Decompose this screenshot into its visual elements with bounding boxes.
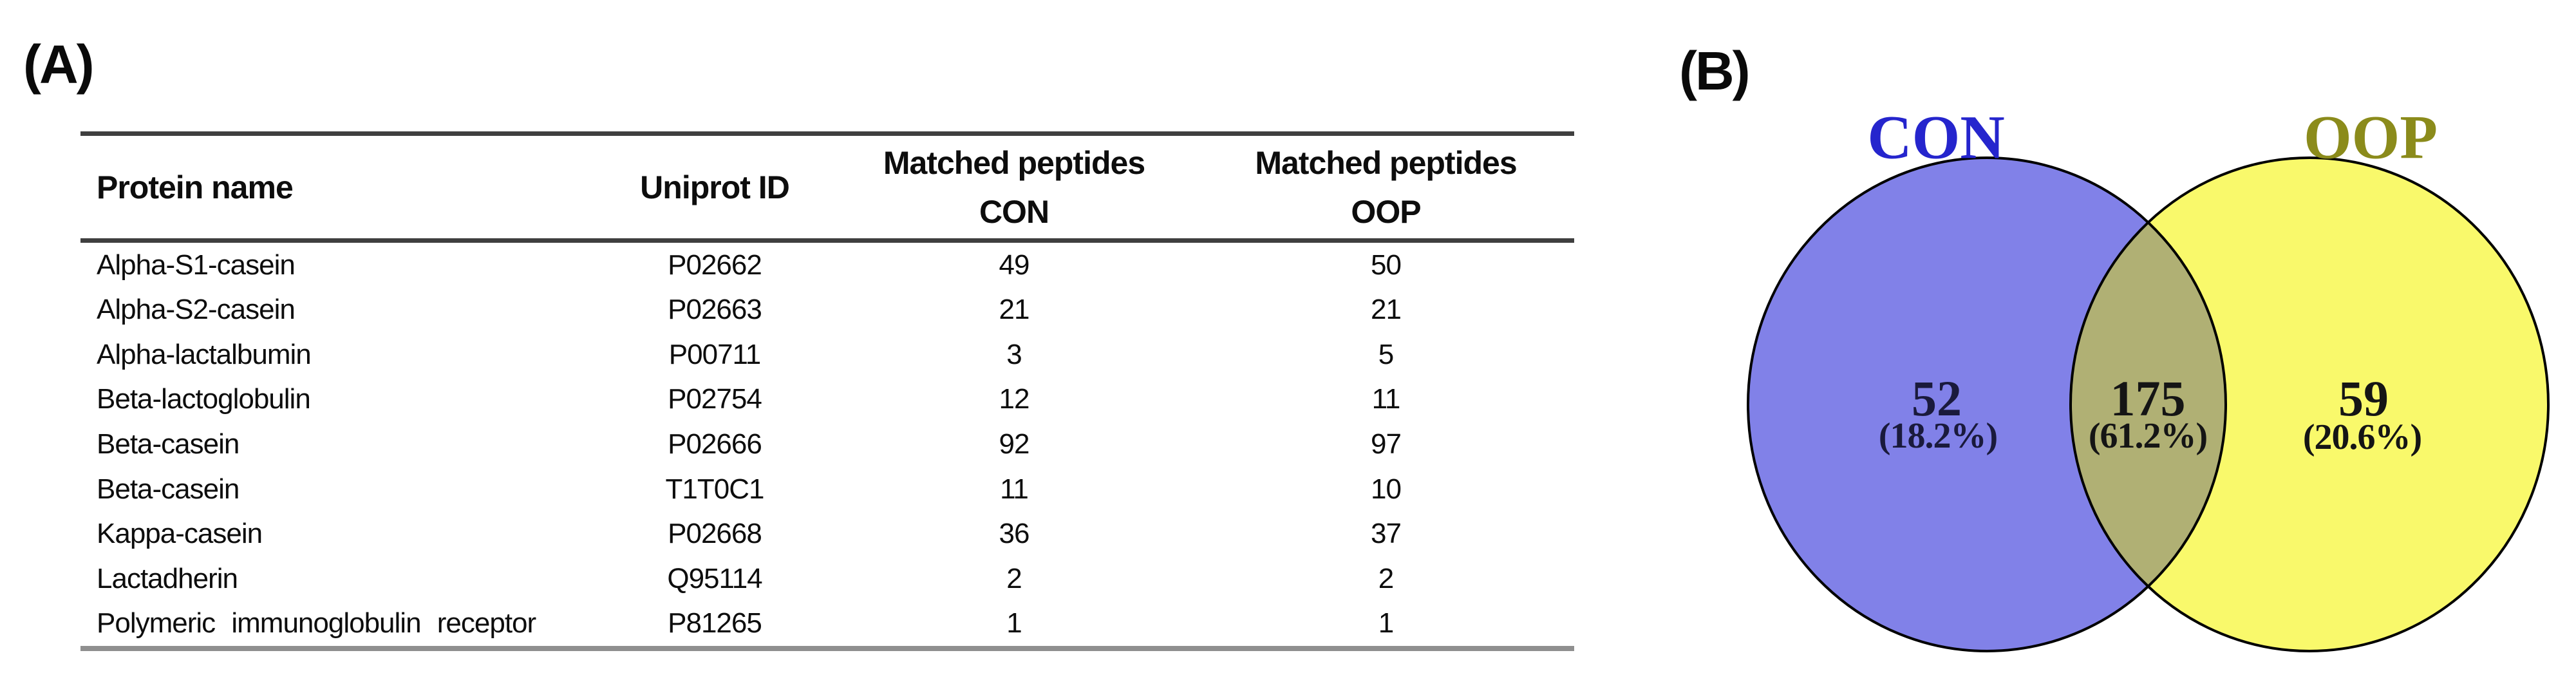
table-row: Polymeric immunoglobulin receptor P81265… (80, 601, 1574, 646)
table-row: Alpha-S2-casein P02663 21 21 (80, 288, 1574, 333)
table-row: Beta-casein P02666 92 97 (80, 422, 1574, 467)
uniprot-id-cell: Q95114 (667, 562, 762, 594)
uniprot-id-cell: T1T0C1 (665, 473, 765, 505)
uniprot-id-cell: P02662 (668, 249, 762, 281)
header-matched-peptides-oop-line1: Matched peptides (1255, 144, 1517, 181)
protein-name-cell: Beta-casein (97, 473, 240, 505)
venn-overlap-percent: (61.2%) (2088, 416, 2208, 456)
protein-name-cell: Lactadherin (97, 562, 238, 594)
table-row: Beta-casein T1T0C1 11 10 (80, 467, 1574, 512)
matched-oop-cell: 10 (1371, 473, 1402, 505)
panel-a-label: (A) (23, 34, 95, 95)
protein-name-cell: Kappa-casein (97, 518, 263, 550)
header-matched-peptides-con-line2: CON (979, 193, 1049, 230)
venn-con-outline (1747, 156, 2227, 652)
uniprot-id-cell: P81265 (668, 607, 762, 639)
header-uniprot-id: Uniprot ID (640, 169, 790, 205)
matched-con-cell: 1 (1006, 607, 1022, 639)
protein-table: Protein name Uniprot ID Matched peptides… (80, 131, 1574, 651)
uniprot-id-cell: P02668 (668, 518, 762, 550)
panel-b-label: (B) (1679, 41, 1751, 101)
matched-oop-cell: 2 (1378, 562, 1394, 594)
table-header-row: Protein name Uniprot ID Matched peptides… (80, 136, 1574, 243)
matched-con-cell: 2 (1006, 562, 1022, 594)
uniprot-id-cell: P02754 (668, 383, 762, 415)
matched-oop-cell: 37 (1371, 518, 1402, 550)
protein-name-cell: Alpha-lactalbumin (97, 338, 312, 370)
venn-oop-only-count: 59 (2338, 370, 2389, 426)
uniprot-id-cell: P02666 (668, 428, 762, 460)
table-row: Kappa-casein P02668 36 37 (80, 511, 1574, 556)
protein-name-cell: Beta-casein (97, 428, 240, 460)
venn-oop-only-percent: (20.6%) (2302, 417, 2422, 457)
matched-oop-cell: 1 (1378, 607, 1394, 639)
table-row: Lactadherin Q95114 2 2 (80, 556, 1574, 601)
venn-overlap-region (2071, 158, 2226, 651)
header-matched-peptides-oop-line2: OOP (1351, 193, 1421, 230)
matched-oop-cell: 97 (1371, 428, 1402, 460)
header-protein-name: Protein name (97, 169, 294, 205)
uniprot-id-cell: P00711 (668, 338, 761, 370)
venn-diagram (1610, 0, 2576, 691)
matched-con-cell: 49 (999, 249, 1030, 281)
matched-con-cell: 92 (999, 428, 1030, 460)
table-body: Alpha-S1-casein P02662 49 50 Alpha-S2-ca… (80, 243, 1574, 646)
matched-con-cell: 12 (999, 383, 1030, 415)
header-matched-peptides-oop: Matched peptides OOP (1198, 136, 1574, 238)
venn-con-only-count: 52 (1912, 370, 1962, 426)
uniprot-id-cell: P02663 (668, 294, 762, 326)
header-matched-peptides-con: Matched peptides CON (831, 136, 1198, 238)
matched-con-cell: 21 (999, 294, 1030, 326)
venn-con-set-label: CON (1867, 102, 2005, 172)
protein-name-cell: Alpha-S2-casein (97, 294, 296, 326)
venn-con-only-percent: (18.2%) (1878, 416, 1998, 456)
venn-oop-outline (2069, 156, 2550, 652)
matched-oop-cell: 50 (1371, 249, 1402, 281)
venn-circles-graphic (1747, 156, 2550, 652)
protein-name-cell: Alpha-S1-casein (97, 249, 296, 281)
matched-con-cell: 11 (1000, 473, 1029, 505)
table-row: Beta-lactoglobulin P02754 12 11 (80, 377, 1574, 422)
protein-name-cell: Beta-lactoglobulin (97, 383, 311, 415)
header-matched-peptides-con-line1: Matched peptides (883, 144, 1145, 181)
protein-name-cell: Polymeric immunoglobulin receptor (97, 607, 536, 639)
matched-oop-cell: 11 (1371, 383, 1401, 415)
matched-con-cell: 3 (1006, 338, 1022, 370)
matched-con-cell: 36 (999, 518, 1030, 550)
venn-overlap-count: 175 (2110, 370, 2186, 426)
venn-oop-set-label: OOP (2304, 102, 2438, 172)
matched-oop-cell: 5 (1378, 338, 1394, 370)
table-row: Alpha-S1-casein P02662 49 50 (80, 243, 1574, 288)
matched-oop-cell: 21 (1371, 294, 1402, 326)
table-row: Alpha-lactalbumin P00711 3 5 (80, 332, 1574, 377)
